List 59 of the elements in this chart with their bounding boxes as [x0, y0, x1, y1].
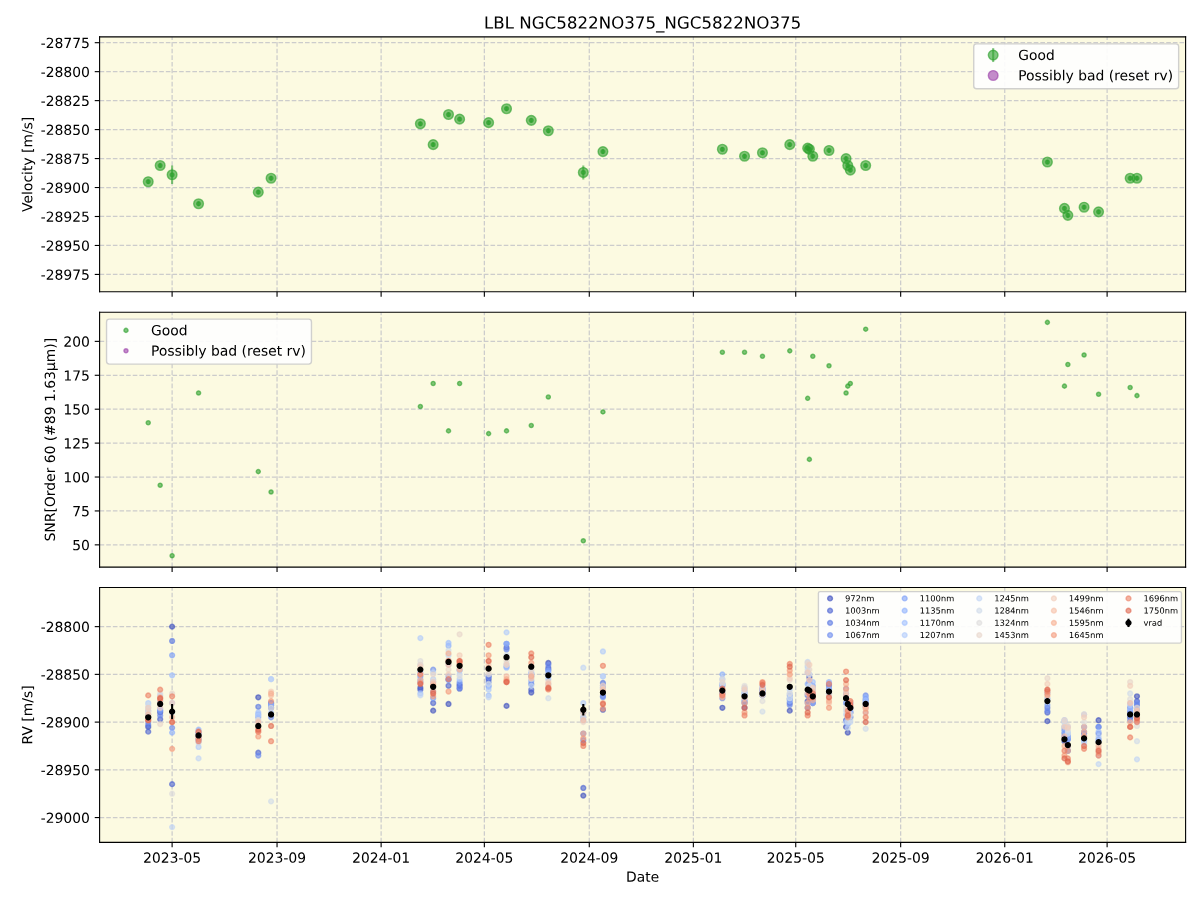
legend-label: 1284nm	[995, 607, 1029, 614]
x-tick-label: 2025-09	[872, 852, 929, 863]
legend-label: 1645nm	[1069, 631, 1103, 639]
y-tick-label: -28975	[41, 269, 89, 280]
y-tick-label: -28850	[41, 124, 89, 136]
legend-label: 1546nm	[1069, 607, 1103, 614]
y-tick-label: -28800	[41, 621, 89, 633]
y-tick-label: -28875	[41, 153, 89, 165]
y-tick-label: 50	[73, 539, 89, 551]
legend-label: 1100nm	[920, 595, 954, 602]
legend-label: 1207nm	[920, 631, 954, 639]
legend-label: Good	[1018, 49, 1054, 61]
y-tick-label: 125	[64, 438, 89, 449]
legend-label: 972nm	[845, 595, 874, 602]
y-tick-label: -28950	[41, 764, 89, 776]
x-tick-label: 2025-05	[767, 852, 824, 863]
y-tick-label: -28900	[41, 182, 89, 193]
legend-label: Possibly bad (reset rv)	[1019, 69, 1172, 84]
x-tick-label: 2024-01	[353, 852, 409, 863]
y-axis-title: Velocity [m/s]	[21, 117, 36, 212]
x-tick-label: 2026-05	[1079, 852, 1135, 863]
legend-label: 1067nm	[845, 631, 879, 639]
legend-label: 1453nm	[995, 631, 1029, 639]
legend-label: 1750nm	[1144, 607, 1178, 614]
x-tick-label: 2025-01	[665, 852, 722, 863]
y-tick-label: 200	[64, 336, 89, 347]
legend-label: 1034nm	[845, 619, 879, 626]
y-axis-title: RV [m/s]	[21, 686, 35, 744]
y-tick-label: -28950	[41, 240, 89, 251]
x-tick-label: 2023-05	[144, 852, 200, 863]
y-tick-label: 175	[64, 370, 89, 381]
legend-label: 1324nm	[995, 619, 1029, 626]
legend-label: Good	[151, 324, 187, 336]
x-tick-label: 2026-01	[976, 852, 1033, 863]
x-tick-label: 2023-09	[249, 852, 306, 863]
legend-label: 1135nm	[920, 607, 954, 614]
y-tick-label: -28900	[41, 717, 89, 728]
y-tick-label: -28775	[41, 37, 89, 49]
legend-label: vrad	[1143, 619, 1162, 626]
chart-title: LBL NGC5822NO375_NGC5822NO375	[485, 16, 800, 33]
legend-label: 1245nm	[995, 595, 1029, 602]
legend-label: 1696nm	[1144, 595, 1178, 602]
y-tick-label: -28800	[41, 66, 89, 78]
y-tick-label: -29000	[41, 812, 89, 824]
y-tick-label: -28825	[41, 95, 89, 107]
legend-label: 1499nm	[1069, 595, 1103, 602]
legend-label: 1170nm	[920, 619, 954, 626]
x-tick-label: 2024-05	[456, 852, 513, 863]
y-tick-label: -28850	[41, 669, 89, 680]
y-tick-label: 100	[64, 471, 89, 483]
y-tick-label: -28925	[41, 211, 89, 222]
y-axis-title: SNR[Order 60 (#89 1.63μm)]	[44, 339, 58, 541]
x-tick-label: 2024-09	[561, 852, 618, 863]
y-tick-label: 150	[64, 404, 89, 415]
legend-label: 1003nm	[845, 607, 879, 614]
x-axis-title: Date	[627, 871, 659, 882]
legend-label: 1595nm	[1069, 619, 1103, 626]
legend-label: Possibly bad (reset rv)	[152, 345, 305, 359]
y-tick-label: 75	[73, 506, 89, 517]
